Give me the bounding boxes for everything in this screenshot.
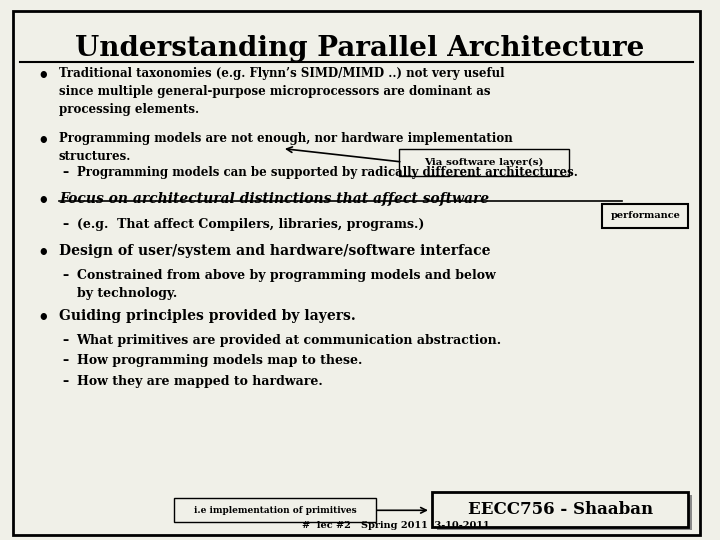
Text: –: –: [63, 166, 68, 179]
Text: Guiding principles provided by layers.: Guiding principles provided by layers.: [59, 309, 356, 323]
FancyBboxPatch shape: [603, 204, 688, 228]
Text: –: –: [63, 334, 68, 347]
Text: –: –: [63, 354, 68, 367]
Text: •: •: [37, 244, 49, 262]
FancyBboxPatch shape: [432, 492, 688, 526]
Text: –: –: [63, 218, 68, 231]
Text: Constrained from above by programming models and below
by technology.: Constrained from above by programming mo…: [76, 269, 495, 300]
Text: What primitives are provided at communication abstraction.: What primitives are provided at communic…: [76, 334, 502, 347]
Text: Programming models are not enough, nor hardware implementation
structures.: Programming models are not enough, nor h…: [59, 132, 513, 163]
Text: –: –: [63, 269, 68, 282]
Text: Programming models can be supported by radically different architectures.: Programming models can be supported by r…: [76, 166, 577, 179]
Text: (e.g.  That affect Compilers, libraries, programs.): (e.g. That affect Compilers, libraries, …: [76, 218, 424, 231]
Text: •: •: [37, 309, 49, 327]
Text: How they are mapped to hardware.: How they are mapped to hardware.: [76, 375, 323, 388]
FancyBboxPatch shape: [174, 498, 377, 522]
Text: Traditional taxonomies (e.g. Flynn’s SIMD/MIMD ..) not very useful
since multipl: Traditional taxonomies (e.g. Flynn’s SIM…: [59, 68, 504, 117]
FancyBboxPatch shape: [13, 11, 700, 535]
FancyBboxPatch shape: [399, 148, 569, 176]
Text: #  lec #2   Spring 2011  3-10-2011: # lec #2 Spring 2011 3-10-2011: [302, 521, 490, 530]
Text: EECC756 - Shaaban: EECC756 - Shaaban: [467, 501, 653, 518]
FancyBboxPatch shape: [436, 495, 693, 530]
Text: •: •: [37, 68, 49, 85]
Text: Design of user/system and hardware/software interface: Design of user/system and hardware/softw…: [59, 244, 490, 258]
Text: –: –: [63, 375, 68, 388]
Text: How programming models map to these.: How programming models map to these.: [76, 354, 362, 367]
Text: •: •: [37, 192, 49, 210]
Text: i.e implementation of primitives: i.e implementation of primitives: [194, 506, 356, 515]
Text: performance: performance: [611, 212, 680, 220]
Text: Understanding Parallel Architecture: Understanding Parallel Architecture: [76, 35, 644, 62]
Text: Focus on architectural distinctions that affect software: Focus on architectural distinctions that…: [59, 192, 489, 206]
Text: Via software layer(s): Via software layer(s): [424, 158, 544, 166]
Text: •: •: [37, 132, 49, 150]
